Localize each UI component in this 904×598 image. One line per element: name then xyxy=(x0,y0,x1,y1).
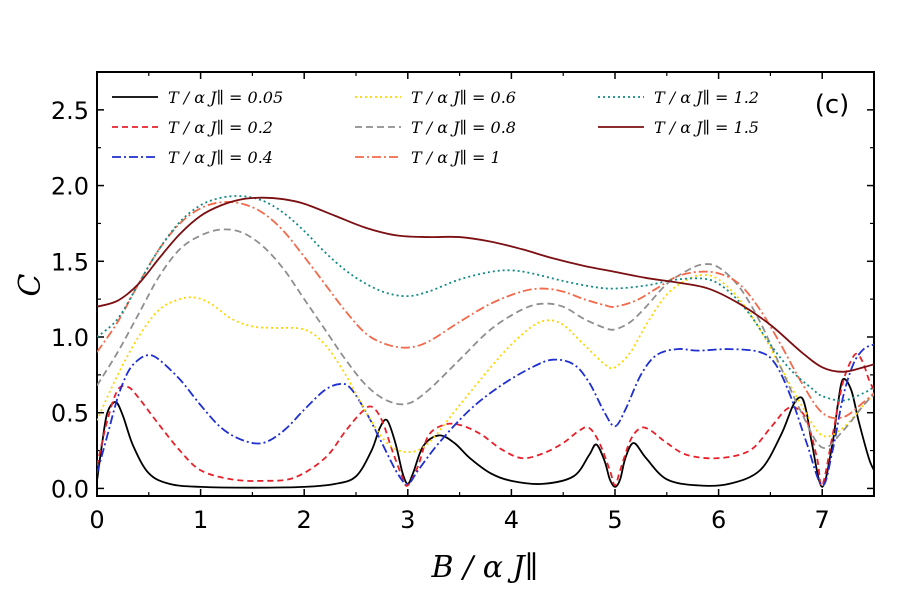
legend-label: T / α J∥ = 0.8 xyxy=(411,118,516,137)
series-line-5 xyxy=(97,228,874,449)
y-tick-label: 2.5 xyxy=(51,97,89,125)
legend-label: T / α J∥ = 0.6 xyxy=(411,88,516,107)
x-tick-label: 6 xyxy=(711,506,726,534)
legend-label: T / α J∥ = 0.4 xyxy=(168,148,273,167)
legend-label: T / α J∥ = 1.5 xyxy=(654,118,759,137)
legend: T / α J∥ = 0.05 T / α J∥ = 0.2 T / α J∥ = … xyxy=(112,88,759,167)
x-tick-label: 4 xyxy=(504,506,519,534)
series-line-2 xyxy=(97,352,874,487)
x-tick-label: 2 xyxy=(297,506,312,534)
x-axis-title: B / α J∥ xyxy=(431,550,539,585)
x-tick-label: 1 xyxy=(193,506,208,534)
legend-label: T / α J∥ = 0.2 xyxy=(168,118,273,137)
series-line-7 xyxy=(97,195,874,402)
series-line-6 xyxy=(97,200,874,420)
series-line-8 xyxy=(97,196,874,373)
y-tick-label: 0.0 xyxy=(51,475,89,503)
y-tick-label: 2.0 xyxy=(51,173,89,201)
series-lines xyxy=(97,195,874,489)
x-tick-label: 3 xyxy=(400,506,415,534)
legend-label: T / α J∥ = 1.2 xyxy=(654,88,759,107)
legend-label: T / α J∥ = 1 xyxy=(411,148,501,167)
legend-label: T / α J∥ = 0.05 xyxy=(168,88,283,107)
plot-frame xyxy=(96,71,875,497)
y-tick-label: 1.5 xyxy=(51,248,89,276)
x-tick-label: 0 xyxy=(89,506,104,534)
panel-label: (c) xyxy=(815,90,850,120)
y-tick-label: 0.5 xyxy=(51,400,89,428)
series-line-3 xyxy=(97,343,874,487)
series-line-1 xyxy=(97,377,874,489)
series-line-4 xyxy=(97,274,874,453)
y-tick-label: 1.0 xyxy=(51,324,89,352)
y-axis-title: C xyxy=(13,273,48,296)
y-axis: 0.0 0.5 1.0 1.5 2.0 2.5 xyxy=(51,97,874,503)
x-axis: 0 1 2 3 4 5 6 7 xyxy=(89,72,830,534)
x-tick-label: 5 xyxy=(607,506,622,534)
x-tick-label: 7 xyxy=(815,506,830,534)
